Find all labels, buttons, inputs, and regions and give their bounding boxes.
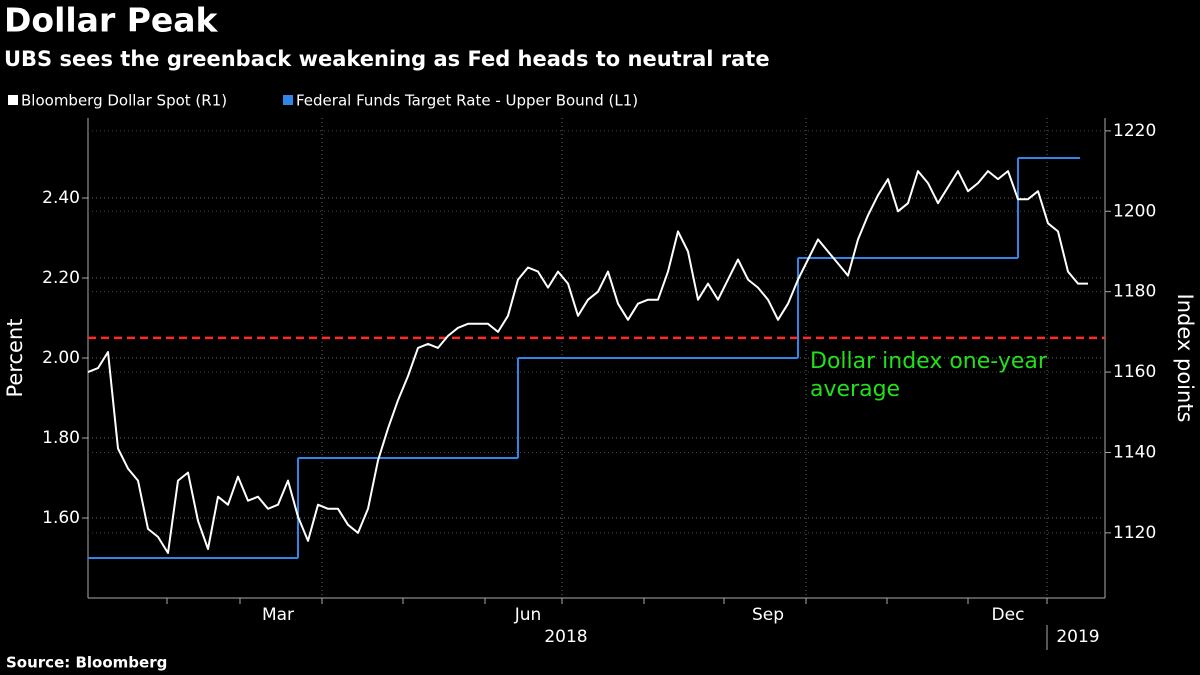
y2-axis-label: Index points	[1173, 294, 1197, 423]
x-tick-label: Sep	[752, 605, 784, 625]
x-tick-label: Jun	[514, 605, 542, 625]
y2-tick-label: 1220	[1113, 121, 1156, 141]
y2-tick-label: 1140	[1113, 442, 1156, 462]
x-tick-label: Mar	[262, 605, 294, 625]
y-axis-label: Percent	[3, 318, 27, 397]
y2-tick-label: 1200	[1113, 201, 1156, 221]
chart-title: Dollar Peak	[4, 1, 219, 40]
y2-tick-label: 1160	[1113, 362, 1156, 382]
y2-tick-label: 1120	[1113, 523, 1156, 543]
legend-swatch	[8, 95, 18, 105]
x-tick-label: Dec	[992, 605, 1025, 625]
chart-subtitle: UBS sees the greenback weakening as Fed …	[4, 47, 770, 71]
y-tick-label: 2.20	[42, 268, 80, 288]
month-ticks	[166, 598, 1048, 604]
y2-tick-label: 1180	[1113, 282, 1156, 302]
annotation: Dollar index one-year average	[810, 349, 1047, 402]
legend-swatch	[283, 95, 293, 105]
y-tick-label: 1.80	[42, 428, 80, 448]
y-tick-label: 2.00	[42, 348, 80, 368]
legend-entry: Bloomberg Dollar Spot (R1)	[21, 92, 227, 110]
year-label: 2018	[544, 627, 587, 647]
y-tick-label: 2.40	[42, 188, 80, 208]
legend-entry: Federal Funds Target Rate - Upper Bound …	[296, 92, 638, 110]
year-label: 2019	[1056, 627, 1099, 647]
y-tick-label: 1.60	[42, 508, 80, 528]
source: Source: Bloomberg	[6, 654, 167, 672]
dollar-line	[87, 170, 1088, 554]
